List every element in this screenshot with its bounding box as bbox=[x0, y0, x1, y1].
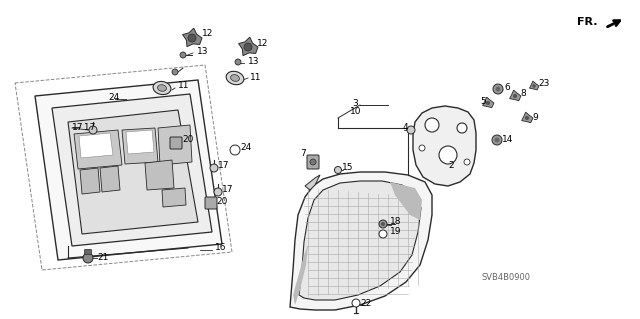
Circle shape bbox=[492, 135, 502, 145]
Text: 14: 14 bbox=[502, 136, 513, 145]
Circle shape bbox=[352, 299, 360, 307]
Text: 20: 20 bbox=[182, 136, 193, 145]
Circle shape bbox=[210, 164, 218, 172]
Polygon shape bbox=[80, 168, 100, 194]
Circle shape bbox=[83, 253, 93, 263]
Circle shape bbox=[89, 126, 97, 134]
Circle shape bbox=[244, 43, 252, 51]
Text: — 17: — 17 bbox=[72, 123, 95, 132]
Polygon shape bbox=[305, 175, 320, 190]
Polygon shape bbox=[100, 166, 120, 192]
Polygon shape bbox=[529, 81, 539, 90]
Text: 17: 17 bbox=[222, 186, 234, 195]
Polygon shape bbox=[413, 106, 476, 186]
Polygon shape bbox=[52, 94, 212, 246]
Polygon shape bbox=[79, 133, 113, 158]
Circle shape bbox=[425, 118, 439, 132]
Text: 17: 17 bbox=[72, 123, 83, 132]
Circle shape bbox=[419, 145, 425, 151]
Text: 24: 24 bbox=[108, 93, 119, 102]
Circle shape bbox=[214, 188, 222, 196]
Circle shape bbox=[532, 84, 536, 88]
Polygon shape bbox=[522, 112, 533, 123]
Polygon shape bbox=[35, 80, 222, 260]
Text: 16: 16 bbox=[215, 243, 227, 253]
Polygon shape bbox=[158, 125, 192, 165]
Ellipse shape bbox=[153, 81, 171, 95]
Text: 4: 4 bbox=[403, 123, 408, 132]
Polygon shape bbox=[509, 90, 521, 101]
FancyBboxPatch shape bbox=[170, 137, 182, 149]
Circle shape bbox=[513, 94, 517, 98]
Polygon shape bbox=[290, 172, 432, 310]
Circle shape bbox=[407, 126, 415, 134]
Text: 12: 12 bbox=[202, 29, 213, 39]
Text: 13: 13 bbox=[197, 48, 209, 56]
Text: 12: 12 bbox=[257, 40, 268, 48]
Circle shape bbox=[188, 34, 196, 42]
Text: 2: 2 bbox=[448, 160, 454, 169]
Text: 13: 13 bbox=[248, 57, 259, 66]
Text: 18: 18 bbox=[390, 218, 401, 226]
Ellipse shape bbox=[230, 75, 239, 81]
Text: 23: 23 bbox=[538, 78, 549, 87]
Circle shape bbox=[335, 167, 342, 174]
Text: 5: 5 bbox=[480, 98, 486, 107]
Polygon shape bbox=[483, 97, 494, 108]
Circle shape bbox=[486, 101, 490, 105]
Polygon shape bbox=[293, 245, 308, 305]
Circle shape bbox=[495, 86, 500, 92]
Circle shape bbox=[230, 145, 240, 155]
Text: 11: 11 bbox=[250, 72, 262, 81]
Ellipse shape bbox=[157, 85, 166, 91]
FancyBboxPatch shape bbox=[307, 155, 319, 169]
Circle shape bbox=[464, 159, 470, 165]
Text: 24: 24 bbox=[240, 144, 252, 152]
Circle shape bbox=[495, 137, 499, 143]
Polygon shape bbox=[126, 130, 154, 154]
Text: SVB4B0900: SVB4B0900 bbox=[482, 273, 531, 283]
Text: 19: 19 bbox=[390, 227, 401, 236]
Text: 20: 20 bbox=[216, 197, 227, 206]
Polygon shape bbox=[299, 181, 421, 300]
Circle shape bbox=[381, 222, 385, 226]
Circle shape bbox=[439, 146, 457, 164]
Text: 17: 17 bbox=[218, 160, 230, 169]
Ellipse shape bbox=[226, 71, 244, 85]
Polygon shape bbox=[162, 188, 186, 207]
Circle shape bbox=[525, 116, 529, 120]
Circle shape bbox=[379, 220, 387, 228]
Circle shape bbox=[457, 123, 467, 133]
Polygon shape bbox=[122, 128, 158, 164]
Circle shape bbox=[310, 159, 316, 165]
Polygon shape bbox=[182, 28, 202, 47]
Text: 8: 8 bbox=[520, 90, 525, 99]
Circle shape bbox=[235, 59, 241, 65]
FancyBboxPatch shape bbox=[84, 249, 92, 255]
Text: 15: 15 bbox=[342, 164, 353, 173]
Circle shape bbox=[180, 52, 186, 58]
Text: 11: 11 bbox=[178, 81, 189, 91]
Polygon shape bbox=[390, 182, 422, 220]
Text: 21: 21 bbox=[97, 253, 108, 262]
Circle shape bbox=[379, 230, 387, 238]
Polygon shape bbox=[74, 130, 122, 169]
FancyBboxPatch shape bbox=[205, 197, 217, 209]
Polygon shape bbox=[145, 160, 174, 190]
Text: 9: 9 bbox=[532, 114, 538, 122]
Text: FR.: FR. bbox=[577, 17, 598, 27]
Circle shape bbox=[493, 84, 503, 94]
Circle shape bbox=[172, 69, 178, 75]
Text: 7: 7 bbox=[300, 149, 306, 158]
Polygon shape bbox=[68, 110, 198, 234]
Text: 10: 10 bbox=[350, 108, 362, 116]
Text: 22: 22 bbox=[360, 299, 371, 308]
Text: 3: 3 bbox=[352, 99, 358, 108]
Polygon shape bbox=[239, 37, 258, 56]
Text: 6: 6 bbox=[504, 84, 509, 93]
